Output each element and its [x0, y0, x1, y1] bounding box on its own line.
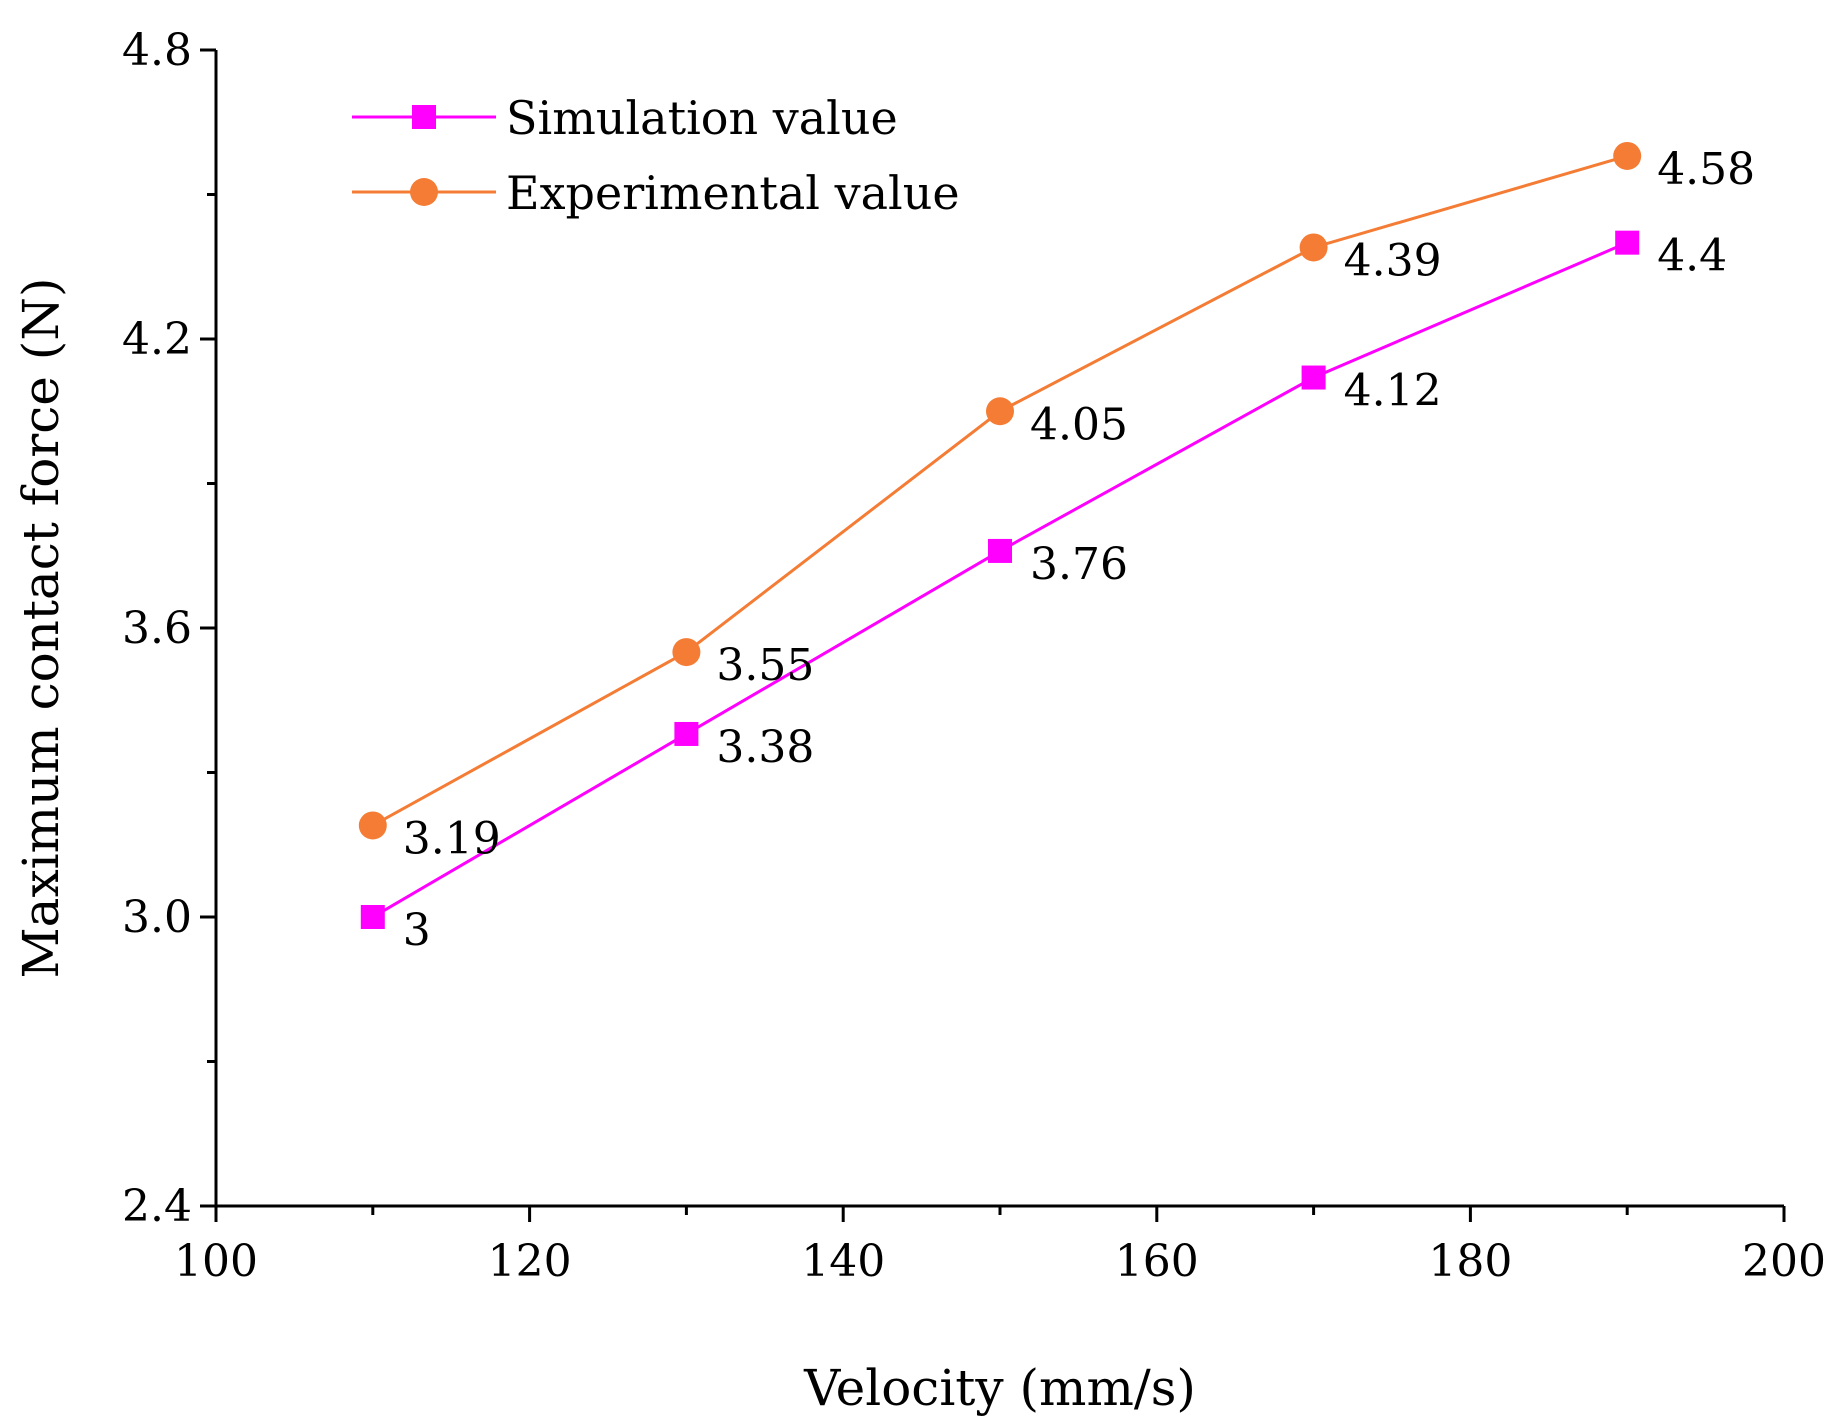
y-tick-label: 4.2: [122, 314, 192, 365]
data-point-circle: [358, 811, 387, 840]
x-tick-label: 100: [174, 1236, 258, 1287]
series-simulation: 3 3.38 3.76 4.12 4.4: [360, 230, 1727, 956]
data-label: 3.19: [403, 813, 501, 864]
x-tick-label: 160: [1115, 1236, 1199, 1287]
data-label: 4.4: [1657, 231, 1727, 282]
legend: Simulation value Experimental value: [352, 91, 960, 220]
data-point-circle: [986, 397, 1014, 426]
axes: 100 120 140 160 180 200 2.4 3.0 3.6 4.2 4.8: [122, 25, 1826, 1287]
x-tick-label: 120: [488, 1236, 572, 1287]
legend-marker-circle: [410, 178, 438, 206]
legend-label-experimental: Experimental value: [506, 166, 960, 220]
y-tick-label: 3.0: [122, 892, 192, 943]
data-label: 3: [403, 905, 431, 956]
data-label: 3.38: [716, 722, 814, 773]
y-axis-title: Maximum contact force (N): [12, 277, 70, 978]
data-point-square: [1301, 365, 1326, 390]
legend-marker-square: [412, 105, 436, 129]
data-point-square: [674, 721, 699, 746]
data-point-circle: [1299, 233, 1328, 262]
data-label: 3.76: [1030, 539, 1128, 590]
data-label: 4.05: [1030, 399, 1128, 450]
data-point-square: [988, 538, 1012, 563]
data-point-square: [360, 905, 385, 929]
y-ticks: 2.4 3.0 3.6 4.2 4.8: [122, 25, 216, 1232]
data-point-circle: [672, 638, 701, 667]
y-tick-label: 2.4: [122, 1181, 192, 1232]
data-point-circle: [1613, 141, 1642, 170]
x-axis-title: Velocity (mm/s): [803, 1359, 1196, 1417]
x-tick-label: 180: [1428, 1236, 1512, 1287]
legend-label-simulation: Simulation value: [506, 91, 898, 145]
x-tick-label: 140: [801, 1236, 885, 1287]
data-label: 4.58: [1657, 144, 1755, 195]
series-line: [372, 241, 1628, 919]
series-layer: 3 3.38 3.76 4.12 4.4 3.19 3.55 4.05 4.39 4.58: [358, 141, 1755, 956]
data-label: 4.12: [1344, 366, 1442, 417]
data-label: 3.55: [716, 640, 814, 691]
y-tick-label: 4.8: [122, 25, 192, 76]
x-ticks: 100 120 140 160 180 200: [174, 1206, 1826, 1287]
data-label: 4.39: [1344, 235, 1442, 286]
series-experimental: 3.19 3.55 4.05 4.39 4.58: [358, 141, 1755, 864]
data-point-square: [1615, 230, 1640, 255]
y-tick-label: 3.6: [122, 603, 192, 654]
x-tick-label: 200: [1742, 1236, 1826, 1287]
